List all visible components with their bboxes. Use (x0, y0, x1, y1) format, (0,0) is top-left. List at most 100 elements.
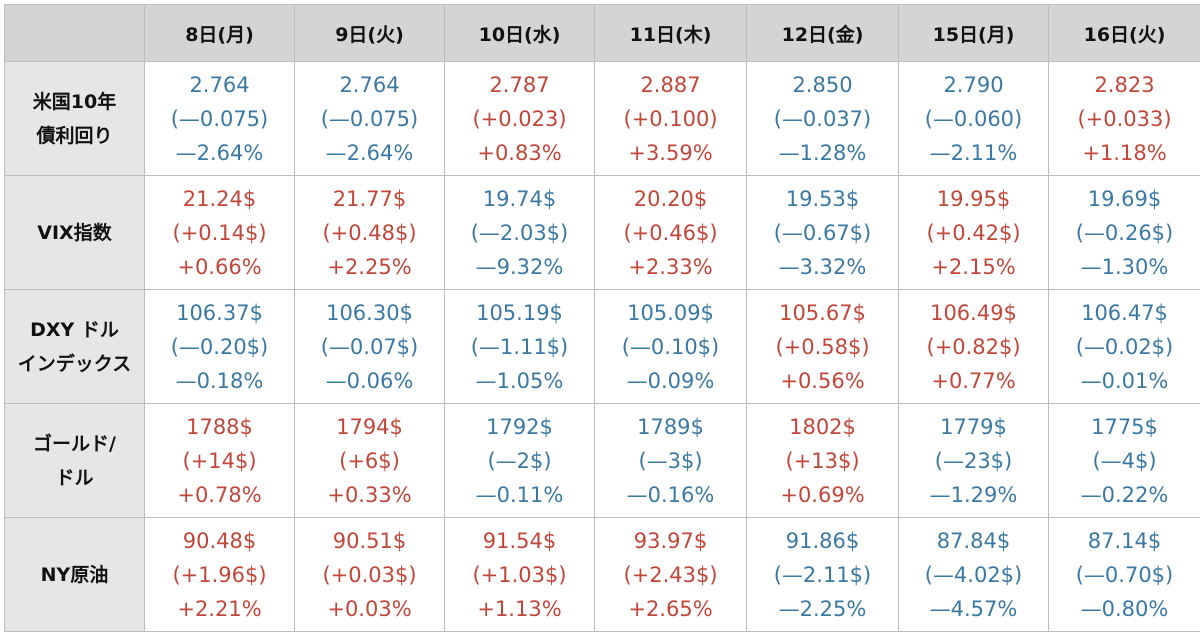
price-change: (—0.10$) (621, 334, 720, 359)
date-header-cell: 12日(金) (746, 4, 899, 62)
row-label-cell: VIX指数 (4, 175, 145, 290)
price-change: (+0.58$) (775, 334, 870, 359)
table-body: 米国10年 債利回り 2.764 (—0.075) —2.64% 2.764 (—0.075… (4, 61, 1200, 632)
date-header-cell: 15日(月) (898, 4, 1049, 62)
row-label-cell: ゴールド/ドル (4, 403, 145, 518)
row-label-line: DXY ドル (30, 318, 119, 341)
price-change: (+6$) (339, 448, 400, 473)
price-value: 87.84$ (936, 528, 1011, 553)
price-change: (—0.26$) (1075, 220, 1174, 245)
price-change: (+14$) (182, 448, 257, 473)
price-value: 105.09$ (627, 300, 714, 325)
data-cell: 105.67$ (+0.58$) +0.56% (746, 289, 899, 404)
price-value: 1792$ (486, 414, 553, 439)
price-value: 105.19$ (476, 300, 563, 325)
price-value: 2.850 (792, 72, 853, 97)
data-cell: 90.51$ (+0.03$) +0.03% (294, 517, 445, 632)
data-cell: 91.86$ (—2.11$) —2.25% (746, 517, 899, 632)
price-change: (—0.67$) (773, 220, 872, 245)
table-row: VIX指数 21.24$ (+0.14$) +0.66% 21.77$ (+0.48$) +… (4, 175, 1200, 290)
row-label-line: ゴールド/ (33, 432, 116, 455)
percent-change: +0.83% (477, 140, 562, 165)
data-cell: 21.24$ (+0.14$) +0.66% (144, 175, 295, 290)
data-cell: 1792$ (—2$) —0.11% (444, 403, 595, 518)
data-cell: 105.09$ (—0.10$) —0.09% (594, 289, 747, 404)
date-header-cell: 11日(木) (594, 4, 747, 62)
row-label-line: VIX指数 (37, 221, 112, 244)
percent-change: —1.28% (778, 140, 867, 165)
row-label-line: 債利回り (36, 124, 113, 147)
price-value: 19.95$ (936, 186, 1011, 211)
price-value: 106.30$ (326, 300, 413, 325)
data-cell: 19.69$ (—0.26$) —1.30% (1048, 175, 1200, 290)
price-value: 93.97$ (633, 528, 708, 553)
percent-change: +0.56% (780, 368, 865, 393)
price-change: (+0.023) (472, 106, 567, 131)
row-label-line: 米国10年 (32, 90, 117, 113)
data-cell: 19.95$ (+0.42$) +2.15% (898, 175, 1049, 290)
data-cell: 106.47$ (—0.02$) —0.01% (1048, 289, 1200, 404)
date-header-cell: 10日(水) (444, 4, 595, 62)
data-cell: 1789$ (—3$) —0.16% (594, 403, 747, 518)
percent-change: —0.06% (325, 368, 414, 393)
price-value: 90.48$ (182, 528, 257, 553)
price-change: (+0.033) (1077, 106, 1172, 131)
percent-change: —2.11% (929, 140, 1018, 165)
row-label-cell: NY原油 (4, 517, 145, 632)
price-change: (—23$) (934, 448, 1013, 473)
data-cell: 19.74$ (—2.03$) —9.32% (444, 175, 595, 290)
percent-change: +2.15% (931, 254, 1016, 279)
data-cell: 2.790 (—0.060) —2.11% (898, 61, 1049, 176)
table-row: DXY ドル インデックス 106.37$ (—0.20$) —0.18% 106.30$… (4, 289, 1200, 404)
price-value: 1794$ (336, 414, 403, 439)
percent-change: —9.32% (475, 254, 564, 279)
table-row: 米国10年 債利回り 2.764 (—0.075) —2.64% 2.764 (—0.075… (4, 61, 1200, 176)
price-value: 2.764 (189, 72, 250, 97)
percent-change: —1.29% (929, 482, 1018, 507)
price-value: 20.20$ (633, 186, 708, 211)
percent-change: —2.25% (778, 596, 867, 621)
price-change: (—2$) (487, 448, 552, 473)
percent-change: —2.64% (325, 140, 414, 165)
price-value: 106.37$ (176, 300, 263, 325)
price-change: (+1.96$) (172, 562, 267, 587)
percent-change: +0.77% (931, 368, 1016, 393)
percent-change: +3.59% (628, 140, 713, 165)
price-value: 19.69$ (1087, 186, 1162, 211)
percent-change: —0.09% (626, 368, 715, 393)
percent-change: +0.69% (780, 482, 865, 507)
price-value: 1788$ (186, 414, 253, 439)
data-cell: 1794$ (+6$) +0.33% (294, 403, 445, 518)
row-label-line: ドル (55, 466, 94, 489)
price-change: (—0.02$) (1075, 334, 1174, 359)
row-label-cell: 米国10年債利回り (4, 61, 145, 176)
percent-change: —0.11% (475, 482, 564, 507)
data-cell: 1775$ (—4$) —0.22% (1048, 403, 1200, 518)
percent-change: —0.22% (1080, 482, 1169, 507)
price-change: (—4$) (1092, 448, 1157, 473)
data-cell: 2.823 (+0.033) +1.18% (1048, 61, 1200, 176)
percent-change: +2.25% (327, 254, 412, 279)
price-value: 2.790 (943, 72, 1004, 97)
table-row: ゴールド/ドル 1788$ (+14$) +0.78% 1794$ (+6$) +0.33%… (4, 403, 1200, 518)
data-cell: 2.764 (—0.075) —2.64% (144, 61, 295, 176)
percent-change: +1.18% (1082, 140, 1167, 165)
percent-change: —1.05% (475, 368, 564, 393)
price-change: (+0.48$) (322, 220, 417, 245)
data-cell: 106.30$ (—0.07$) —0.06% (294, 289, 445, 404)
price-change: (—2.03$) (470, 220, 569, 245)
data-cell: 87.84$ (—4.02$) —4.57% (898, 517, 1049, 632)
data-cell: 105.19$ (—1.11$) —1.05% (444, 289, 595, 404)
price-value: 2.787 (489, 72, 550, 97)
data-cell: 2.787 (+0.023) +0.83% (444, 61, 595, 176)
table-row: NY原油 90.48$ (+1.96$) +2.21% 90.51$ (+0.03$) +0… (4, 517, 1200, 632)
percent-change: +0.66% (177, 254, 262, 279)
price-change: (—2.11$) (773, 562, 872, 587)
percent-change: —2.64% (175, 140, 264, 165)
price-change: (—0.075) (320, 106, 419, 131)
price-value: 90.51$ (332, 528, 407, 553)
header-row: 8日(月) 9日(火) 10日(水) 11日(木) 12日(金) 15日(月) 16日(火) (4, 4, 1200, 62)
percent-change: —0.80% (1080, 596, 1169, 621)
data-cell: 20.20$ (+0.46$) +2.33% (594, 175, 747, 290)
price-value: 106.49$ (930, 300, 1017, 325)
